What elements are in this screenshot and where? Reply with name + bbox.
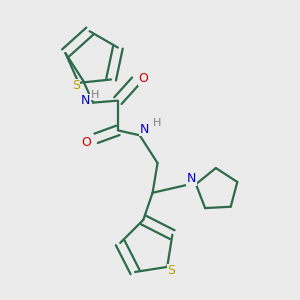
Text: S: S (72, 79, 80, 92)
Text: H: H (91, 90, 99, 100)
Text: N: N (187, 172, 196, 185)
Text: N: N (140, 123, 149, 136)
Text: O: O (81, 136, 91, 149)
Text: N: N (80, 94, 90, 107)
Text: S: S (167, 264, 175, 277)
Text: O: O (139, 72, 148, 85)
Text: H: H (153, 118, 162, 128)
